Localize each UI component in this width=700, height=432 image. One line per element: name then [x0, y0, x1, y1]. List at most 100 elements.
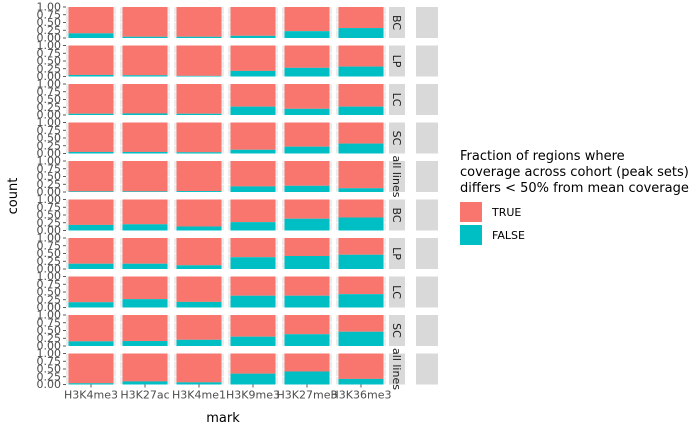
- bar-false: [122, 381, 168, 385]
- bar-false: [68, 33, 114, 38]
- bar-false: [68, 302, 114, 308]
- bar-false: [176, 113, 222, 115]
- bar-true: [230, 84, 276, 107]
- strip-label-cell: SC: [390, 323, 403, 338]
- y-tick-label: 0.75: [37, 47, 62, 60]
- bar-false: [122, 299, 168, 308]
- y-tick-label: 1.00: [37, 155, 62, 168]
- y-tick-label: 0.00: [37, 263, 62, 276]
- bar-false: [122, 341, 168, 346]
- bar-false: [176, 152, 222, 154]
- strip-label-cell: LC: [390, 285, 403, 299]
- y-axes: 0.000.250.500.751.000.000.250.500.751.00…: [37, 1, 66, 391]
- panel-grid: [66, 6, 386, 385]
- y-tick-label: 0.75: [37, 201, 62, 214]
- bar-true: [176, 315, 222, 340]
- bar-true: [230, 238, 276, 258]
- bar-true: [230, 199, 276, 223]
- y-tick-label: 0.75: [37, 124, 62, 137]
- y-tick-label: 0.00: [37, 147, 62, 160]
- y-tick-label: 1.00: [37, 232, 62, 245]
- bar-false: [176, 36, 222, 38]
- bar-false: [284, 295, 330, 308]
- bar-true: [230, 161, 276, 187]
- bar-true: [338, 315, 384, 332]
- bar-false: [338, 294, 384, 308]
- bar-true: [68, 45, 114, 75]
- bar-true: [122, 199, 168, 225]
- bar-true: [230, 7, 276, 36]
- y-tick-label: 1.00: [37, 1, 62, 14]
- y-tick-label: 0.00: [37, 186, 62, 199]
- bar-false: [176, 301, 222, 308]
- bar-true: [122, 122, 168, 152]
- y-tick-label: 0.25: [37, 62, 62, 75]
- bar-true: [230, 353, 276, 374]
- strip-type: [416, 45, 438, 77]
- bar-true: [68, 84, 114, 114]
- x-tick-label: H3K27ac: [120, 389, 169, 402]
- bar-false: [176, 382, 222, 385]
- strip-label-cell: BC: [390, 15, 403, 30]
- bar-false: [338, 378, 384, 385]
- bar-true: [68, 199, 114, 225]
- bar-true: [68, 161, 114, 192]
- bar-true: [176, 122, 222, 153]
- y-tick-label: 0.25: [37, 255, 62, 268]
- bar-true: [122, 353, 168, 382]
- y-tick-label: 0.50: [37, 170, 62, 183]
- bar-false: [230, 373, 276, 385]
- y-tick-label: 0.00: [37, 224, 62, 237]
- bar-false: [284, 185, 330, 192]
- y-tick-label: 1.00: [37, 78, 62, 91]
- x-axis: H3K4me3 H3K27ac H3K4me1 H3K9me3H3K27me3H3K3…: [64, 384, 391, 402]
- bar-true: [68, 122, 114, 152]
- bar-false: [176, 339, 222, 346]
- bar-true: [176, 238, 222, 266]
- y-tick-label: 0.00: [37, 340, 62, 353]
- y-tick-label: 0.25: [37, 178, 62, 191]
- bar-false: [230, 106, 276, 115]
- strip-type: [416, 122, 438, 154]
- bar-false: [284, 67, 330, 77]
- bar-false: [68, 263, 114, 269]
- y-tick-label: 0.75: [37, 162, 62, 175]
- bar-false: [230, 257, 276, 269]
- legend-title-line: differs < 50% from mean coverage: [460, 181, 689, 196]
- bar-true: [284, 84, 330, 109]
- y-tick-label: 0.50: [37, 286, 62, 299]
- strip-label-cell: LP: [390, 247, 403, 260]
- bar-true: [230, 276, 276, 296]
- bar-true: [338, 161, 384, 189]
- bar-false: [338, 106, 384, 115]
- strip-cell: [389, 238, 405, 269]
- strip-cell: [389, 45, 405, 77]
- y-axis-title: count: [6, 178, 21, 215]
- bar-false: [176, 75, 222, 77]
- bar-true: [338, 276, 384, 295]
- strip-type: [416, 315, 438, 346]
- bar-true: [230, 122, 276, 150]
- strip-cell: [389, 315, 405, 346]
- y-tick-label: 0.00: [37, 70, 62, 83]
- y-tick-label: 1.00: [37, 39, 62, 52]
- y-tick-label: 0.50: [37, 55, 62, 68]
- y-tick-label: 0.50: [37, 93, 62, 106]
- legend-label-true: TRUE: [491, 206, 521, 219]
- strip-type: [416, 161, 438, 192]
- strip-cell: [389, 199, 405, 231]
- strip-cell: [389, 276, 405, 308]
- y-tick-label: 0.75: [37, 8, 62, 21]
- bar-true: [122, 45, 168, 76]
- bar-true: [230, 315, 276, 337]
- bar-true: [122, 84, 168, 114]
- bar-true: [338, 353, 384, 379]
- y-tick-label: 0.50: [37, 132, 62, 145]
- bar-false: [122, 224, 168, 231]
- legend-title-line: coverage across cohort (peak sets): [460, 165, 689, 180]
- bar-true: [338, 122, 384, 144]
- y-tick-label: 0.75: [37, 316, 62, 329]
- y-tick-label: 0.00: [37, 109, 62, 122]
- bar-true: [338, 84, 384, 107]
- bar-false: [68, 113, 114, 115]
